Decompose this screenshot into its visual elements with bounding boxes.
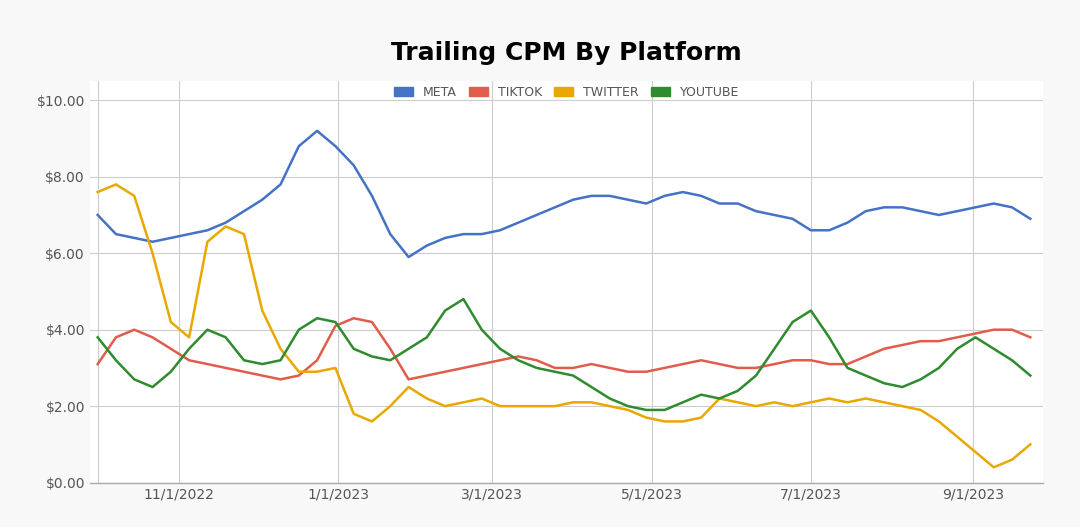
Legend: META, TIKTOK, TWITTER, YOUTUBE: META, TIKTOK, TWITTER, YOUTUBE: [388, 80, 745, 105]
Title: Trailing CPM By Platform: Trailing CPM By Platform: [391, 41, 742, 65]
